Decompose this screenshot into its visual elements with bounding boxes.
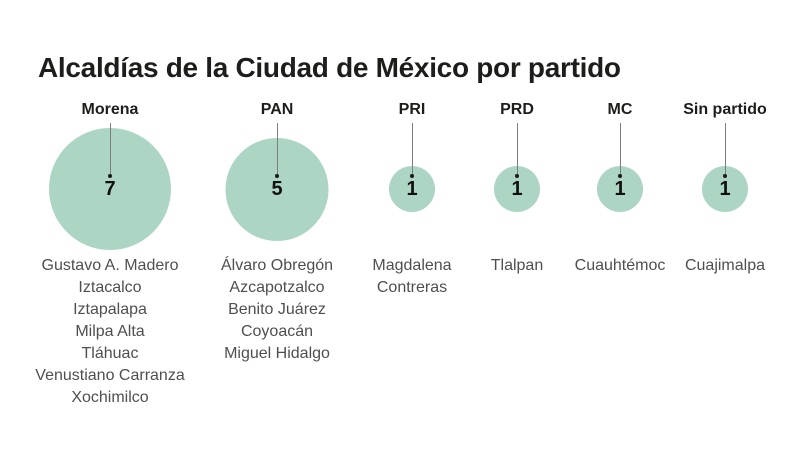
party-column: PRD 1 Tlalpan [462,100,572,277]
party-count: 1 [719,178,731,200]
bubble-zone: 7 [10,120,210,255]
alcaldia-item: Álvaro Obregón [220,257,334,274]
bubble-zone: 1 [660,120,790,255]
connector-dot-icon [723,174,727,178]
alcaldia-list: Tlalpan [462,255,572,277]
party-label: PRI [398,101,426,118]
party-count: 7 [104,178,116,200]
bubble-zone: 1 [347,120,477,255]
alcaldia-list: Álvaro Obregón Azcapotzalco Benito Juárez C… [192,255,362,365]
alcaldia-item: Cuauhtémoc [574,257,666,274]
connector-dot-icon [410,174,414,178]
alcaldia-item: Gustavo A. Madero [41,257,179,274]
connector-line [620,123,621,176]
party-column: PRI 1 Magdalena Contreras [347,100,477,299]
party-column: Morena 7 Gustavo A. Madero Iztacalco Iztap… [10,100,210,409]
connector-dot-icon [618,174,622,178]
connector-dot-icon [275,174,279,178]
alcaldia-item: Iztapalapa [73,301,147,318]
alcaldia-item: Xochimilco [71,389,149,406]
party-label: Sin partido [683,101,767,118]
bubble-zone: 1 [462,120,572,255]
party-count: 1 [511,178,523,200]
alcaldia-item: Tláhuac [81,345,139,362]
alcaldia-item: Milpa Alta [75,323,145,340]
connector-line [725,123,726,176]
alcaldia-item: Miguel Hidalgo [224,345,330,362]
alcaldia-list: Cuajimalpa [660,255,790,277]
connector-line [277,123,278,176]
party-count: 5 [271,178,283,200]
connector-line [412,123,413,176]
alcaldia-list: Magdalena Contreras [347,255,477,299]
alcaldia-item: Magdalena Contreras [372,257,452,296]
party-label: PAN [260,101,294,118]
party-column: PAN 5 Álvaro Obregón Azcapotzalco Benito J… [192,100,362,365]
alcaldia-item: Iztacalco [78,279,142,296]
alcaldia-item: Coyoacán [240,323,314,340]
alcaldia-item: Azcapotzalco [229,279,325,296]
connector-line [110,123,111,176]
party-column: Sin partido 1 Cuajimalpa [660,100,790,277]
connector-dot-icon [108,174,112,178]
party-label: Morena [81,101,139,118]
chart-title: Alcaldías de la Ciudad de México por par… [38,52,621,83]
alcaldia-list: Cuauhtémoc [555,255,685,277]
party-label: PRD [500,101,534,118]
alcaldia-item: Tlalpan [490,257,544,274]
alcaldia-item: Benito Juárez [228,301,326,318]
party-label: MC [607,101,633,118]
bubble-zone: 1 [555,120,685,255]
connector-dot-icon [515,174,519,178]
alcaldia-item: Venustiano Carranza [35,367,185,384]
bubble-zone: 5 [192,120,362,255]
alcaldia-item: Cuajimalpa [684,257,766,274]
party-count: 1 [406,178,418,200]
connector-line [517,123,518,176]
party-column: MC 1 Cuauhtémoc [555,100,685,277]
alcaldia-list: Gustavo A. Madero Iztacalco Iztapalapa Milp… [10,255,210,409]
party-count: 1 [614,178,626,200]
